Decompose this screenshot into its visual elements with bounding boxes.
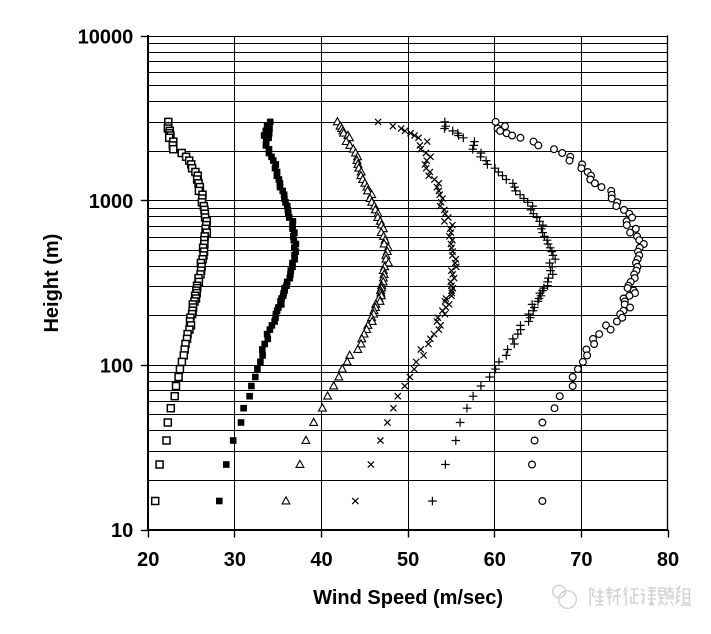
svg-text:Height (m): Height (m) [41,234,63,333]
svg-text:40: 40 [310,549,332,571]
svg-text:Wind Speed (m/sec): Wind Speed (m/sec) [313,587,503,609]
svg-text:10000: 10000 [78,26,134,48]
svg-text:30: 30 [224,549,246,571]
svg-text:20: 20 [137,549,159,571]
svg-text:10: 10 [111,520,133,542]
svg-text:80: 80 [657,549,679,571]
svg-text:70: 70 [570,549,592,571]
svg-text:100: 100 [100,355,133,377]
svg-text:1000: 1000 [89,191,134,213]
svg-text:60: 60 [484,549,506,571]
svg-text:50: 50 [397,549,419,571]
